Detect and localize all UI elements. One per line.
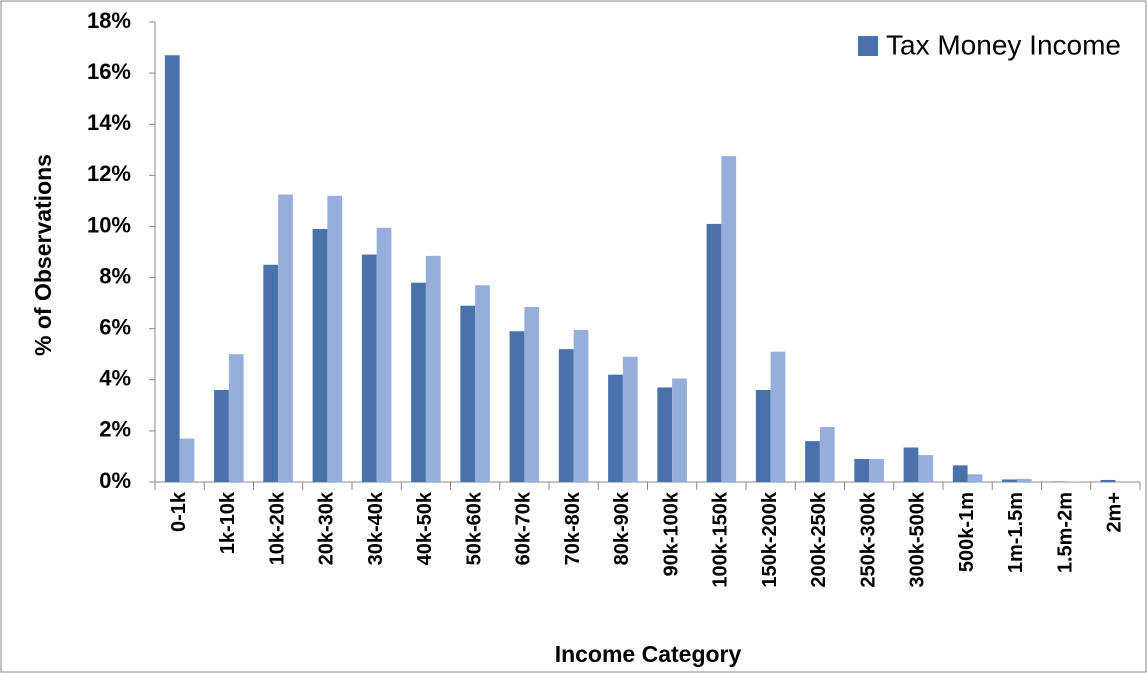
bar	[376, 227, 392, 482]
bar	[869, 459, 884, 482]
x-tick-label: 150k-200k	[759, 491, 781, 588]
x-tick-label: 500k-1m	[956, 492, 978, 572]
bar	[1016, 478, 1032, 482]
x-tick-label: 70k-80k	[562, 491, 584, 565]
x-tick-label: 80k-90k	[611, 491, 633, 565]
bar	[460, 305, 476, 482]
x-tick-label: 40k-50k	[414, 491, 436, 565]
bar	[854, 459, 870, 482]
x-tick-label: 60k-70k	[513, 491, 535, 565]
x-tick-label: 300k-500k	[907, 491, 929, 588]
bar	[327, 195, 343, 482]
x-tick-label: 100k-150k	[710, 491, 732, 588]
y-axis-title: % of Observations	[30, 154, 56, 356]
bar	[411, 282, 426, 482]
bar	[819, 427, 835, 482]
y-tick-label: 6%	[99, 314, 131, 339]
bar	[918, 455, 934, 482]
x-tick-label: 2m+	[1104, 492, 1126, 533]
x-tick-label: 1m-1.5m	[1005, 492, 1027, 573]
bar	[361, 254, 377, 482]
bar	[1100, 479, 1116, 482]
legend-swatch	[858, 36, 878, 56]
bar	[475, 285, 490, 482]
bar	[672, 378, 687, 482]
bar	[164, 55, 180, 482]
bar	[179, 438, 195, 482]
bar	[721, 156, 737, 482]
bar	[228, 354, 244, 482]
bar	[608, 374, 623, 482]
bar	[770, 351, 786, 482]
bar	[573, 329, 589, 482]
bar	[805, 441, 820, 482]
x-tick-label: 1k-10k	[217, 491, 239, 554]
bar	[214, 390, 229, 482]
bar	[524, 306, 540, 482]
bar	[425, 255, 441, 482]
bar	[622, 356, 638, 482]
x-tick-label: 200k-250k	[808, 491, 830, 588]
y-tick-label: 18%	[87, 8, 131, 33]
y-tick-label: 10%	[87, 212, 131, 237]
legend-label: Tax Money Income	[886, 29, 1121, 60]
x-tick-label: 10k-20k	[266, 491, 288, 565]
x-tick-label: 30k-40k	[365, 491, 387, 565]
x-axis-title: Income Category	[555, 641, 742, 667]
bar	[558, 349, 574, 482]
x-tick-label: 1.5m-2m	[1054, 492, 1076, 573]
bar	[312, 229, 328, 482]
bar	[967, 474, 983, 482]
x-tick-label: 50k-60k	[463, 491, 485, 565]
bar	[1051, 481, 1067, 482]
x-tick-label: 250k-300k	[857, 491, 879, 588]
y-tick-label: 8%	[99, 263, 131, 288]
y-tick-label: 12%	[87, 161, 131, 186]
bar	[1066, 481, 1081, 482]
bar	[657, 387, 673, 482]
y-tick-label: 2%	[99, 417, 131, 442]
bar	[263, 264, 279, 482]
bar	[952, 465, 968, 482]
bar	[755, 390, 771, 482]
bar	[903, 447, 919, 482]
y-tick-label: 0%	[99, 468, 131, 493]
bar	[278, 194, 293, 482]
x-tick-label: 20k-30k	[316, 491, 338, 565]
bar	[1002, 479, 1017, 482]
y-tick-label: 4%	[99, 366, 131, 391]
x-tick-label: 0-1k	[168, 491, 190, 532]
y-tick-label: 14%	[87, 110, 131, 135]
bar	[706, 223, 722, 482]
x-tick-label: 90k-100k	[660, 491, 682, 576]
bar	[509, 331, 525, 482]
y-tick-label: 16%	[87, 59, 131, 84]
